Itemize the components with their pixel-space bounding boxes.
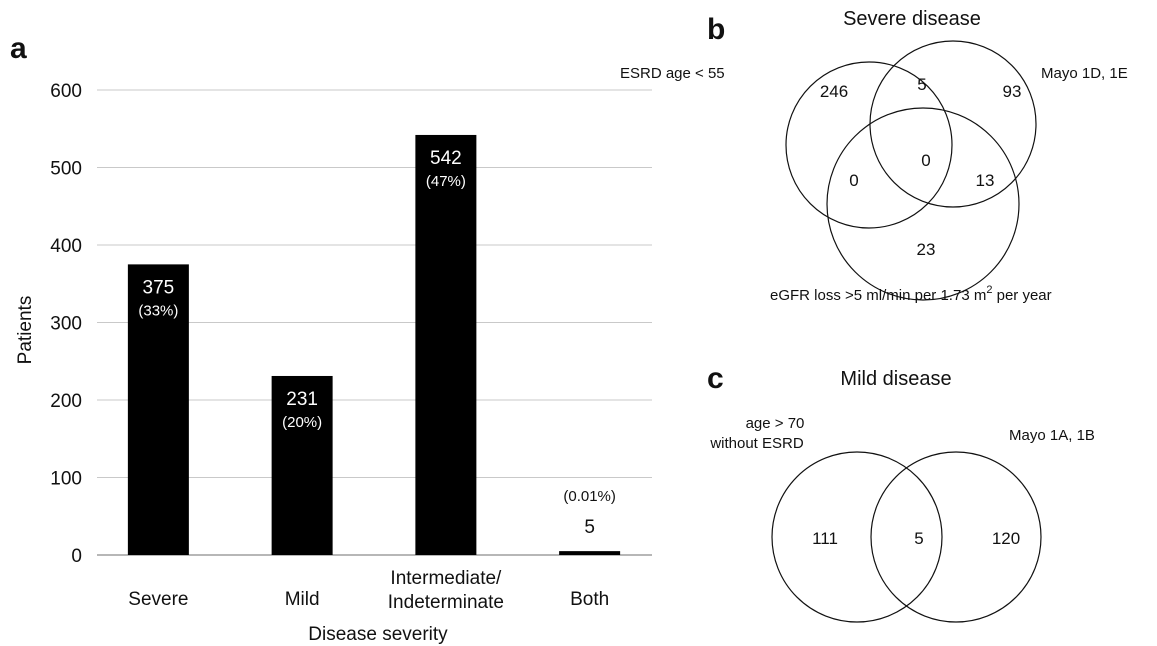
bar-percent-label: (47%) xyxy=(426,173,466,190)
bar-value-label: 231 xyxy=(286,389,318,410)
panel-letter-c: c xyxy=(707,362,724,395)
y-tick-label: 200 xyxy=(50,391,82,412)
venn-b-label-mayo: Mayo 1D, 1E xyxy=(1041,65,1128,82)
venn-c-region-age-only: 111 xyxy=(812,529,838,548)
venn-c-circle-age xyxy=(771,451,943,623)
venn-b-circle-egfr xyxy=(826,107,1020,301)
panel-c-venn2: c Mild disease age > 70 without ESRD May… xyxy=(707,362,1095,623)
venn-b-region-all: 0 xyxy=(921,151,930,170)
venn-b-region-esrd-only: 246 xyxy=(820,82,848,101)
venn-b-region-mayo-only: 93 xyxy=(1003,82,1022,101)
y-tick-label: 500 xyxy=(50,159,82,180)
bar xyxy=(559,551,621,555)
panel-letter-a: a xyxy=(10,32,27,65)
venn-b-region-egfr-only: 23 xyxy=(917,240,936,259)
venn-c-label-age-line2: without ESRD xyxy=(709,435,804,452)
venn-b-region-mayo-egfr: 13 xyxy=(976,171,995,190)
venn-c-label-mayo: Mayo 1A, 1B xyxy=(1009,427,1095,444)
y-tick-labels: 0 100 200 300 400 500 600 xyxy=(50,81,82,567)
x-tick-label: Severe xyxy=(128,589,188,610)
bar-percent-label: (20%) xyxy=(282,414,322,431)
x-tick-label: Mild xyxy=(285,589,320,610)
y-tick-label: 300 xyxy=(50,314,82,335)
panel-letter-b: b xyxy=(707,13,725,46)
venn-c-circle-mayo xyxy=(870,451,1042,623)
venn-b-circle-esrd xyxy=(785,61,953,229)
venn-b-label-egfr: eGFR loss >5 ml/min per 1.73 m2 per year xyxy=(770,284,1052,304)
venn-b-region-esrd-egfr: 0 xyxy=(849,171,858,190)
bar xyxy=(271,375,333,555)
x-tick-label: Both xyxy=(570,589,609,610)
bar-percent-label: (33%) xyxy=(138,302,178,319)
x-tick-labels: Severe Mild Intermediate/Indeterminate Both xyxy=(128,568,609,613)
gridlines xyxy=(97,89,652,556)
bar-value-label: 375 xyxy=(143,277,175,298)
y-tick-label: 100 xyxy=(50,469,82,490)
x-tick-label: Intermediate/Indeterminate xyxy=(388,568,504,613)
panel-a-bar-chart: a 0 100 200 300 400 500 600 Patients 375 (33%) 2… xyxy=(10,32,652,645)
venn-c-title: Mild disease xyxy=(840,368,951,390)
bar-percent-label: (0.01%) xyxy=(563,488,616,505)
venn-b-label-esrd: ESRD age < 55 xyxy=(620,65,725,82)
bar xyxy=(415,134,477,555)
venn-c-label-age-line1: age > 70 xyxy=(746,415,805,432)
panel-b-venn3: b Severe disease ESRD age < 55 Mayo 1D, … xyxy=(620,8,1128,304)
venn-c-region-both: 5 xyxy=(914,529,923,548)
venn-c-region-mayo-only: 120 xyxy=(992,529,1020,548)
bar-value-label: 5 xyxy=(584,517,595,538)
bar-value-label: 542 xyxy=(430,148,462,169)
x-axis-title: Disease severity xyxy=(308,624,448,645)
y-tick-label: 0 xyxy=(71,546,82,567)
venn-b-title: Severe disease xyxy=(843,8,981,30)
y-tick-label: 600 xyxy=(50,81,82,102)
bar xyxy=(127,264,189,555)
venn-b-region-esrd-mayo: 5 xyxy=(917,75,926,94)
y-tick-label: 400 xyxy=(50,236,82,257)
bars: 375 (33%) 231 (20%) 542 (47%) 5 (0.01%) xyxy=(127,134,621,555)
y-axis-title: Patients xyxy=(15,296,36,365)
